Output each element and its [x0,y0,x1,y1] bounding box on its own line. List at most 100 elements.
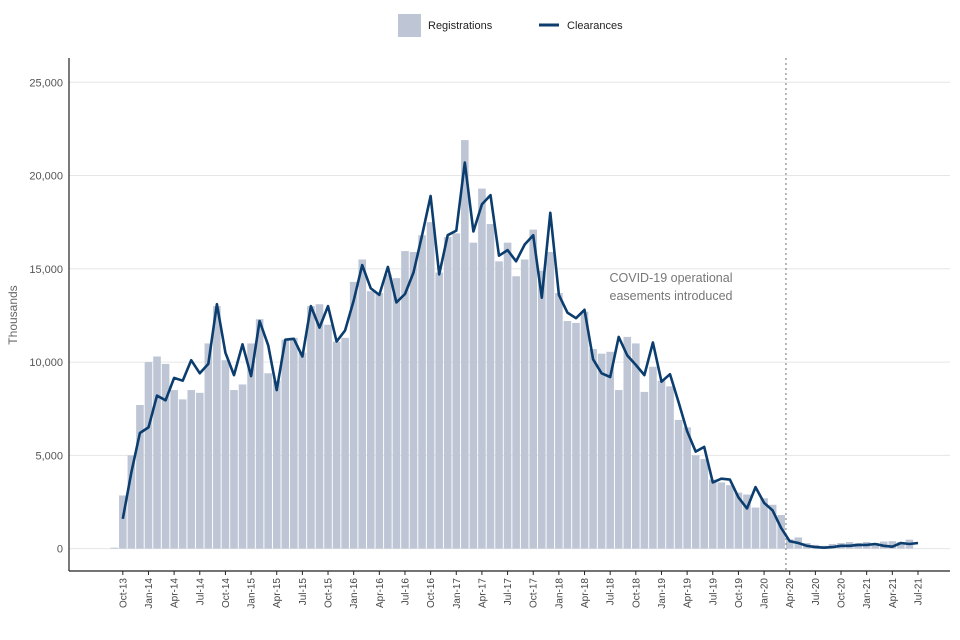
registrations-bar [255,319,264,549]
y-axis-title: Thousands [6,285,20,344]
registrations-bar [486,224,495,549]
x-tick-label: Jan-15 [247,578,258,609]
x-tick-labels: Oct-13 Jan-14 Apr-14 Jul-14 Oct-14 Jan-15 Apr-… [118,578,924,609]
x-tick-label: Jul-15 [298,578,309,606]
registrations-bar [384,274,392,549]
registrations-bar [110,547,119,549]
x-tick-label: Jan-19 [657,578,668,609]
x-tick-label: Oct-14 [221,578,232,608]
registrations-bar [290,337,298,549]
registrations-bar [238,384,247,549]
registrations-bar [495,261,503,549]
registrations-bar [478,188,486,549]
registrations-bar [503,242,512,549]
registrations-bar [401,251,409,549]
registrations-bar [298,352,307,549]
registrations-bar [734,492,743,549]
axes [68,58,950,575]
registrations-bar [768,504,777,549]
y-tick-labels: 0 5,000 10,000 15,000 20,000 25,000 [29,77,63,555]
registrations-bar [358,259,367,549]
registrations-bar [657,380,666,549]
registrations-bar [691,455,700,549]
registrations-bar [213,306,221,549]
y-tick-label: 0 [57,544,63,556]
registrations-bar [281,339,290,549]
registrations-bar [435,272,443,549]
registrations-bar [606,351,614,549]
clearances-line [121,161,919,549]
registrations-bar [272,380,281,549]
registrations-bar [743,494,751,549]
x-tick-label: Apr-20 [785,578,796,608]
x-tick-label: Apr-15 [272,578,283,608]
registrations-bar [230,390,238,549]
legend-clearances-label: Clearances [567,20,623,32]
registrations-bar [512,276,520,549]
registrations-bar [161,363,170,549]
registrations-bar [127,455,136,549]
y-tick-label: 10,000 [29,357,63,369]
registrations-bar [623,336,632,549]
x-tick-label: Jul-14 [195,578,206,606]
registrations-bar [751,507,760,549]
registrations-bars [110,140,914,549]
registrations-bar [580,311,589,549]
registrations-bar [597,353,606,549]
registrations-bar [392,278,401,549]
registrations-bar [649,366,657,549]
x-tick-label: Oct-13 [118,578,129,608]
x-tick-label: Oct-18 [631,578,642,608]
registrations-bar [469,242,478,549]
registrations-bar [443,237,452,549]
registrations-bar [418,235,426,549]
registrations-bar [409,252,418,549]
registrations-bar [119,495,127,549]
registrations-bar [871,543,880,549]
registrations-bar [195,392,204,549]
x-tick-label: Jan-20 [760,578,771,609]
registrations-bar [332,341,341,549]
annotation-line-1: COVID-19 operational [610,271,733,285]
x-tick-label: Jul-18 [606,578,617,606]
legend-registrations-swatch [398,14,421,37]
x-tick-label: Oct-17 [529,578,540,608]
registrations-bar [204,343,213,549]
registrations-bar [187,390,196,549]
x-tick-label: Jan-17 [452,578,463,609]
x-tick-label: Jan-18 [554,578,565,609]
registrations-bar [520,259,529,549]
registrations-bar [777,515,785,549]
registrations-bar [452,233,461,549]
clearances-series [121,161,919,549]
registrations-bar [708,479,717,549]
x-tick-label: Jul-21 [914,578,925,606]
registrations-bar [537,270,546,549]
registrations-bar [264,373,272,549]
y-tick-label: 5,000 [35,450,63,462]
registrations-bar [700,459,709,549]
x-tick-label: Apr-14 [170,578,181,608]
x-tick-label: Oct-15 [324,578,335,608]
registrations-bar [349,281,358,549]
registrations-bar [888,541,897,549]
registrations-bar [529,229,538,549]
registrations-bar [307,306,315,549]
registrations-bar [461,140,469,549]
registrations-bar [717,482,726,549]
legend: Registrations Clearances [398,14,623,37]
registrations-bar [546,252,555,549]
x-tick-label: Jul-17 [503,578,514,606]
registrations-bar [683,427,691,549]
x-tick-label: Apr-21 [888,578,899,608]
x-tick-label: Jul-20 [811,578,822,606]
x-tick-label: Oct-20 [837,578,848,608]
registrations-bar [426,222,435,549]
annotation-line-2: easements introduced [610,289,733,303]
registrations-bar [640,391,649,549]
x-tick-label: Jul-16 [401,578,412,606]
registrations-bar [341,337,349,549]
registrations-bar [555,293,563,549]
x-tick-label: Jan-14 [144,578,155,609]
